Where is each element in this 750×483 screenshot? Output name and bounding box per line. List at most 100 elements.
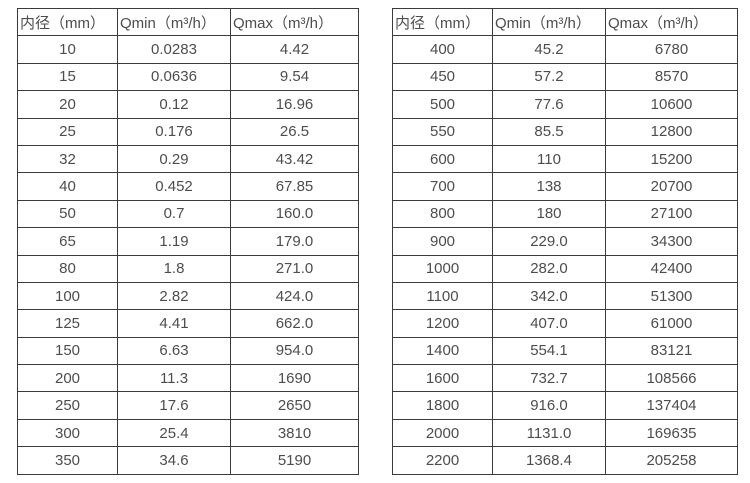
header-cell: Qmin（m³/h） [492,7,606,37]
table-cell: 271.0 [230,254,359,283]
table-cell: 50 [17,199,118,229]
table-row: 450 57.2 8570 [392,62,738,92]
table-cell: 900 [392,227,493,256]
table-cell: 20700 [605,172,738,201]
table-cell: 57.2 [492,62,606,92]
table-cell: 61000 [605,309,738,338]
table-row: 700 138 20700 [392,172,738,201]
table-cell: 9.54 [230,62,359,92]
table-cell: 15 [17,62,118,92]
table-cell: 1000 [392,254,493,283]
table-row: 125 4.41 662.0 [17,309,359,338]
table-row: 250 17.6 2650 [17,391,359,420]
table-row: 80 1.8 271.0 [17,254,359,283]
table-cell: 67.85 [230,172,359,201]
table-cell: 0.29 [117,144,231,174]
table-cell: 138 [492,172,606,201]
table-cell: 12800 [605,117,738,146]
table-cell: 85.5 [492,117,606,146]
table-cell: 0.12 [117,90,231,119]
table-cell: 110 [492,144,606,174]
table-cell: 10600 [605,90,738,119]
table-cell: 80 [17,254,118,283]
table-cell: 0.7 [117,199,231,229]
table-cell: 42400 [605,254,738,283]
table-cell: 2000 [392,418,493,448]
table-cell: 1.19 [117,227,231,256]
table-row: 65 1.19 179.0 [17,227,359,256]
table-cell: 407.0 [492,309,606,338]
table-cell: 34300 [605,227,738,256]
table-cell: 0.452 [117,172,231,201]
table-cell: 180 [492,199,606,229]
table-cell: 3810 [230,418,359,448]
table-cell: 1.8 [117,254,231,283]
spec-table-small-diameters: 内径（mm） Qmin（m³/h） Qmax（m³/h） 10 0.0283 4.42 1… [17,7,359,475]
table-cell: 916.0 [492,391,606,420]
table-cell: 282.0 [492,254,606,283]
table-row: 25 0.176 26.5 [17,117,359,146]
table-cell: 83121 [605,336,738,366]
table-cell: 800 [392,199,493,229]
table-cell: 160.0 [230,199,359,229]
table-row: 20 0.12 16.96 [17,90,359,119]
table-cell: 5190 [230,446,359,475]
table-cell: 179.0 [230,227,359,256]
table-cell: 16.96 [230,90,359,119]
table-row: 1600 732.7 108566 [392,364,738,393]
table-cell: 662.0 [230,309,359,338]
table-cell: 424.0 [230,281,359,311]
table-cell: 0.176 [117,117,231,146]
header-cell: 内径（mm） [392,7,493,37]
table-row: 32 0.29 43.42 [17,144,359,174]
header-cell: Qmin（m³/h） [117,7,231,37]
table-cell: 8570 [605,62,738,92]
table-cell: 200 [17,364,118,393]
table-cell: 32 [17,144,118,174]
table-cell: 732.7 [492,364,606,393]
header-cell: Qmax（m³/h） [605,7,738,37]
table-cell: 1200 [392,309,493,338]
table-cell: 6780 [605,35,738,64]
table-cell: 100 [17,281,118,311]
table-cell: 77.6 [492,90,606,119]
table-cell: 43.42 [230,144,359,174]
table-row: 1000 282.0 42400 [392,254,738,283]
table-row: 150 6.63 954.0 [17,336,359,366]
table-cell: 1368.4 [492,446,606,475]
table-row: 300 25.4 3810 [17,418,359,448]
table-cell: 20 [17,90,118,119]
table-row: 800 180 27100 [392,199,738,229]
table-cell: 450 [392,62,493,92]
table-row: 400 45.2 6780 [392,35,738,64]
table-cell: 11.3 [117,364,231,393]
table-cell: 15200 [605,144,738,174]
table-row: 1800 916.0 137404 [392,391,738,420]
table-cell: 342.0 [492,281,606,311]
table-cell: 550 [392,117,493,146]
table-row: 550 85.5 12800 [392,117,738,146]
table-row: 1100 342.0 51300 [392,281,738,311]
table-cell: 27100 [605,199,738,229]
table-row: 200 11.3 1690 [17,364,359,393]
table-row: 1200 407.0 61000 [392,309,738,338]
table-cell: 954.0 [230,336,359,366]
table-cell: 45.2 [492,35,606,64]
table-cell: 40 [17,172,118,201]
header-cell: 内径（mm） [17,7,118,37]
table-cell: 25.4 [117,418,231,448]
table-row: 15 0.0636 9.54 [17,62,359,92]
header-cell: Qmax（m³/h） [230,7,359,37]
table-cell: 10 [17,35,118,64]
table-cell: 169635 [605,418,738,448]
table-cell: 1600 [392,364,493,393]
table-row: 900 229.0 34300 [392,227,738,256]
table-cell: 1131.0 [492,418,606,448]
table-row: 1400 554.1 83121 [392,336,738,366]
table-cell: 26.5 [230,117,359,146]
table-cell: 25 [17,117,118,146]
table-cell: 4.41 [117,309,231,338]
table-cell: 2200 [392,446,493,475]
table-cell: 4.42 [230,35,359,64]
table-cell: 400 [392,35,493,64]
